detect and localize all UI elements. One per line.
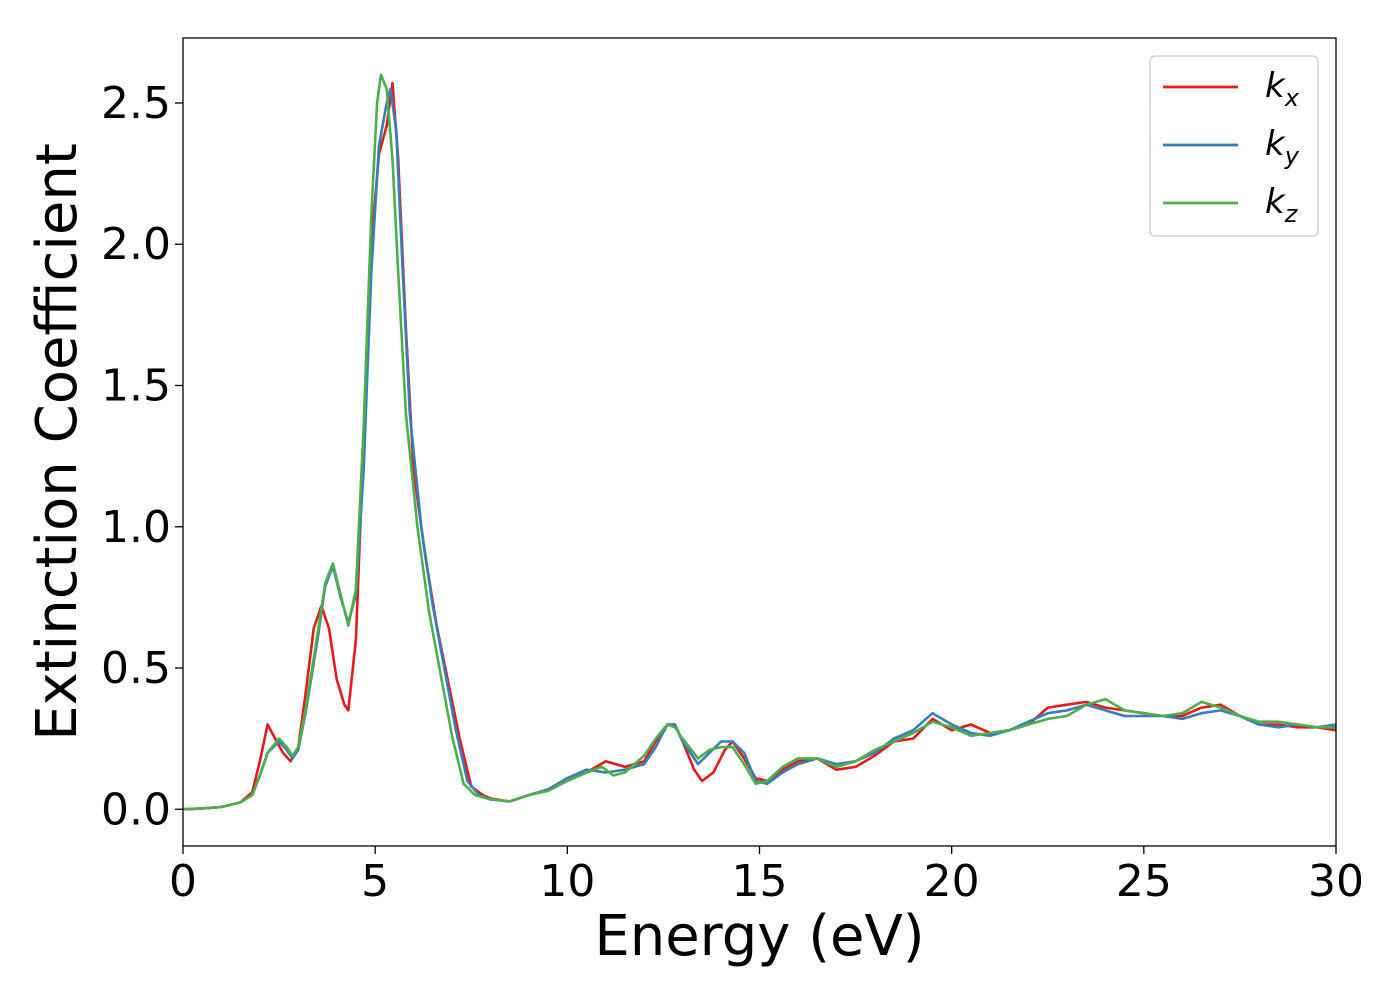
- x-tick-label: 10: [539, 856, 595, 907]
- y-tick-label: 1.0: [101, 502, 171, 553]
- legend: kx ky kz: [1149, 55, 1319, 237]
- series-layer: [183, 73, 1336, 811]
- y-tick-label: 0.5: [101, 643, 171, 694]
- y-axis-ticks: 0.0 0.5 1.0 1.5 2.0 2.5: [101, 78, 183, 835]
- x-axis-label: Energy (eV): [594, 904, 924, 969]
- legend-label-y: ky: [1265, 124, 1300, 170]
- legend-label-x: kx: [1265, 66, 1300, 112]
- y-tick-label: 2.0: [101, 219, 171, 270]
- y-axis-label: Extinction Coefficient: [25, 143, 90, 741]
- x-tick-label: 15: [732, 856, 788, 907]
- legend-label-z: kz: [1265, 182, 1299, 228]
- y-tick-label: 0.0: [101, 784, 171, 835]
- x-tick-label: 5: [361, 856, 389, 907]
- x-axis-ticks: 0 5 10 15 20 25 30: [169, 846, 1364, 907]
- x-tick-label: 25: [1116, 856, 1172, 907]
- series-line-x: [183, 81, 1336, 811]
- series-line-z: [183, 73, 1336, 811]
- y-tick-label: 2.5: [101, 78, 171, 129]
- x-tick-label: 20: [924, 856, 980, 907]
- x-tick-label: 0: [169, 856, 197, 907]
- x-tick-label: 30: [1308, 856, 1364, 907]
- y-tick-label: 1.5: [101, 360, 171, 411]
